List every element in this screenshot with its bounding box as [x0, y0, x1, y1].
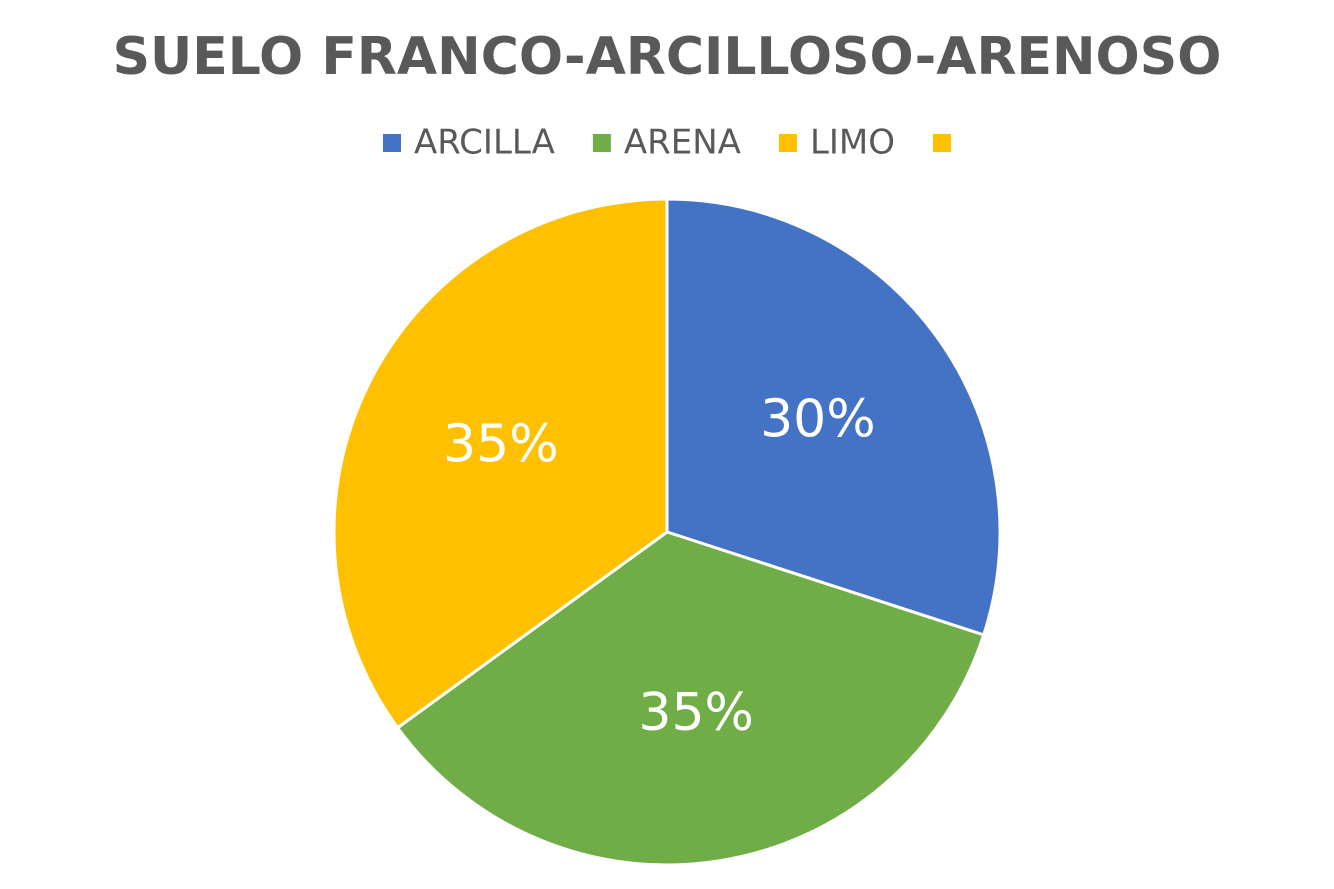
data-label: 35% [638, 683, 754, 743]
chart-title: SUELO FRANCO-ARCILLOSO-ARENOSO [113, 27, 1222, 87]
legend-swatch [778, 134, 797, 152]
data-label: 30% [760, 389, 876, 449]
legend-swatch [933, 134, 952, 152]
legend-swatch [592, 134, 611, 152]
data-label: 35% [443, 414, 559, 474]
pie-slice [665, 197, 1002, 637]
legend-label: ARENA [624, 123, 741, 163]
legend-swatch [382, 134, 401, 152]
legend-label: ARCILLA [414, 123, 555, 163]
pie-slice [395, 530, 986, 867]
pie-slice [332, 197, 669, 730]
legend-label: LIMO [810, 123, 895, 163]
